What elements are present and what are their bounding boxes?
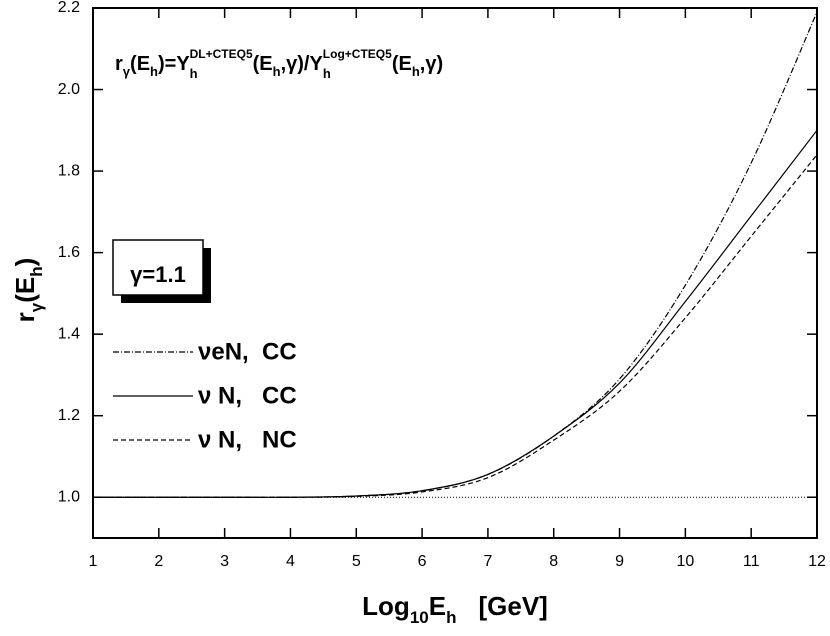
x-tick-label: 8	[549, 553, 558, 570]
y-tick-label: 2.2	[58, 0, 80, 16]
x-tick-label: 7	[483, 553, 492, 570]
x-tick-label: 12	[808, 553, 826, 570]
y-tick-label: 1.2	[58, 407, 80, 424]
x-tick-label: 4	[286, 553, 295, 570]
y-tick-label: 2.0	[58, 81, 80, 98]
annotation-box	[112, 239, 204, 296]
x-tick-label: 1	[89, 553, 98, 570]
annotation: γ=1.1	[130, 262, 186, 287]
chart-title: rγ(Eh)=YhDL+CTEQ5(Eh,γ)/YhLog+CTEQ5(Eh,γ…	[115, 47, 443, 81]
x-tick-label: 9	[615, 553, 624, 570]
x-axis-label: Log10Eh [GeV]	[362, 591, 548, 627]
y-tick-label: 1.6	[58, 244, 80, 261]
x-tick-label: 3	[220, 553, 229, 570]
legend-label: νeN, CC	[198, 338, 297, 365]
x-tick-label: 2	[154, 553, 163, 570]
plot-frame	[92, 7, 818, 539]
y-tick-label: 1.4	[58, 325, 80, 342]
y-tick-label: 1.0	[58, 488, 80, 505]
x-tick-label: 5	[352, 553, 361, 570]
legend-label: ν N, CC	[198, 382, 297, 409]
x-tick-label: 6	[418, 553, 427, 570]
x-tick-label: 11	[743, 553, 760, 570]
x-tick-label: 10	[676, 553, 694, 570]
y-axis-label: rγ(Eh)	[10, 258, 46, 323]
legend-label: ν N, NC	[198, 426, 297, 453]
series-line	[93, 154, 818, 498]
y-tick-label: 1.8	[58, 162, 80, 179]
